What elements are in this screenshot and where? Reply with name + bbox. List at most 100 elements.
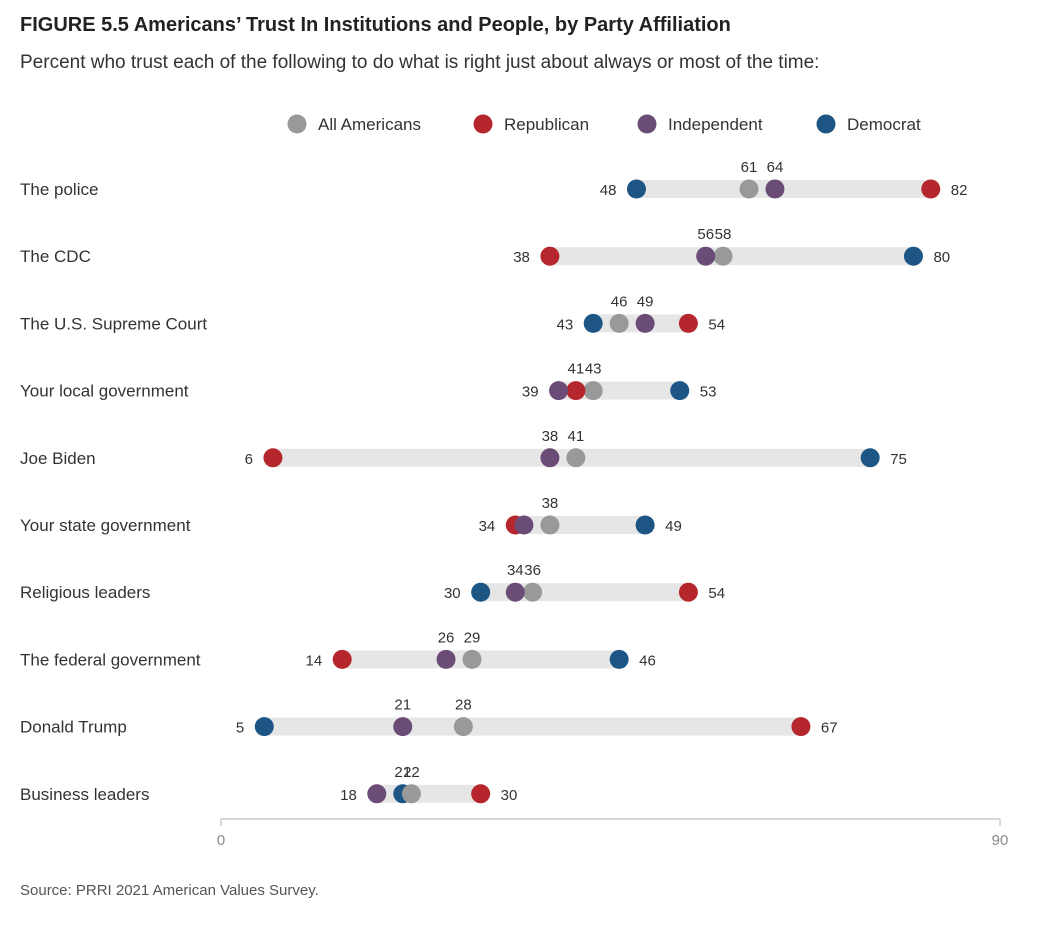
- data-label: 46: [639, 652, 656, 669]
- row-the-cdc: The CDC 38 56 58 80: [20, 226, 950, 266]
- dot-republican: [678, 313, 698, 333]
- row-your-local-government: Your local government 39 41 43 53: [20, 361, 716, 401]
- data-label: 75: [890, 451, 907, 468]
- data-label: 38: [542, 495, 559, 512]
- dot-independent: [549, 381, 569, 401]
- data-label: 46: [611, 293, 628, 310]
- row-label: The police: [20, 180, 98, 199]
- dot-republican: [263, 448, 283, 468]
- data-label: 5: [236, 720, 244, 737]
- row-joe-biden: Joe Biden 6 38 41 75: [20, 428, 907, 468]
- data-label: 29: [464, 629, 481, 646]
- row-label: Business leaders: [20, 785, 149, 804]
- data-label: 61: [741, 159, 758, 176]
- row-the-u-s-supreme-court: The U.S. Supreme Court 43 46 49 54: [20, 293, 725, 333]
- row-label: Your state government: [20, 516, 191, 535]
- legend-item-independent: Independent: [637, 114, 763, 134]
- dot-democrat: [626, 179, 646, 199]
- x-axis: 0 90: [217, 818, 1009, 849]
- row-your-state-government: Your state government 34 38 49: [20, 495, 682, 535]
- row-label: Joe Biden: [20, 449, 96, 468]
- dot-independent: [505, 582, 525, 602]
- data-label: 26: [438, 629, 455, 646]
- dot-all-americans: [462, 649, 482, 669]
- dot-republican: [566, 381, 586, 401]
- legend-marker-independent: [637, 114, 657, 134]
- row-label: The CDC: [20, 247, 91, 266]
- x-tick-label: 0: [217, 832, 225, 849]
- dot-democrat: [609, 649, 629, 669]
- dot-independent: [367, 784, 387, 804]
- dot-democrat: [860, 448, 880, 468]
- legend-item-democrat: Democrat: [816, 114, 921, 134]
- range-bar: [264, 717, 801, 736]
- dot-independent: [393, 717, 413, 737]
- data-label: 38: [542, 428, 559, 445]
- dot-democrat: [635, 515, 655, 535]
- data-label: 21: [394, 764, 411, 781]
- data-label: 41: [568, 361, 585, 378]
- dot-republican: [332, 649, 352, 669]
- dot-independent: [635, 313, 655, 333]
- dot-all-americans: [540, 515, 560, 535]
- data-label: 67: [821, 720, 838, 737]
- data-label: 53: [700, 384, 717, 401]
- x-tick-label: 90: [992, 832, 1009, 849]
- data-label: 56: [697, 226, 714, 243]
- data-label: 28: [455, 697, 472, 714]
- dot-all-americans: [739, 179, 759, 199]
- dot-democrat: [471, 582, 491, 602]
- data-label: 39: [522, 384, 539, 401]
- dot-all-americans: [523, 582, 543, 602]
- legend-marker-republican: [473, 114, 493, 134]
- data-label: 6: [245, 451, 253, 468]
- dot-democrat: [254, 717, 274, 737]
- dot-all-americans: [401, 784, 421, 804]
- dot-independent: [436, 649, 456, 669]
- legend-label-all-americans: All Americans: [318, 115, 421, 134]
- data-label: 43: [585, 361, 602, 378]
- dot-democrat: [583, 313, 603, 333]
- row-label: Your local government: [20, 382, 189, 401]
- legend-item-republican: Republican: [473, 114, 589, 134]
- dot-republican: [791, 717, 811, 737]
- data-label: 34: [479, 518, 496, 535]
- data-label: 82: [951, 182, 968, 199]
- dot-republican: [921, 179, 941, 199]
- row-religious-leaders: Religious leaders 30 34 36 54: [20, 562, 725, 602]
- row-label: Donald Trump: [20, 718, 127, 737]
- data-label: 30: [444, 585, 461, 602]
- data-label: 49: [637, 293, 654, 310]
- dot-all-americans: [453, 717, 473, 737]
- data-label: 34: [507, 562, 524, 579]
- row-donald-trump: Donald Trump 5 21 28 67: [20, 697, 838, 737]
- dot-independent: [540, 448, 560, 468]
- row-the-police: The police 48 61 64 82: [20, 159, 967, 199]
- dot-democrat: [670, 381, 690, 401]
- data-label: 58: [715, 226, 732, 243]
- dot-all-americans: [583, 381, 603, 401]
- legend-label-republican: Republican: [504, 115, 589, 134]
- data-label: 36: [524, 562, 541, 579]
- chart-title: FIGURE 5.5 Americans’ Trust In Instituti…: [20, 14, 731, 36]
- data-label: 21: [394, 697, 411, 714]
- row-label: The U.S. Supreme Court: [20, 314, 207, 333]
- dot-independent: [696, 246, 716, 266]
- data-label: 22: [403, 764, 420, 781]
- data-label: 43: [557, 316, 574, 333]
- dot-independent: [765, 179, 785, 199]
- dot-republican: [540, 246, 560, 266]
- chart-subtitle: Percent who trust each of the following …: [20, 52, 820, 73]
- dot-all-americans: [609, 313, 629, 333]
- data-label: 38: [513, 249, 530, 266]
- data-label: 30: [501, 787, 518, 804]
- range-bar: [376, 784, 481, 803]
- data-label: 54: [708, 585, 725, 602]
- dot-range-chart: All Americans Republican Independent Democr…: [20, 114, 1009, 849]
- legend-label-independent: Independent: [668, 115, 763, 134]
- legend-item-all-americans: All Americans: [287, 114, 421, 134]
- data-label: 80: [933, 249, 950, 266]
- legend-label-democrat: Democrat: [847, 115, 921, 134]
- range-bar: [515, 516, 646, 534]
